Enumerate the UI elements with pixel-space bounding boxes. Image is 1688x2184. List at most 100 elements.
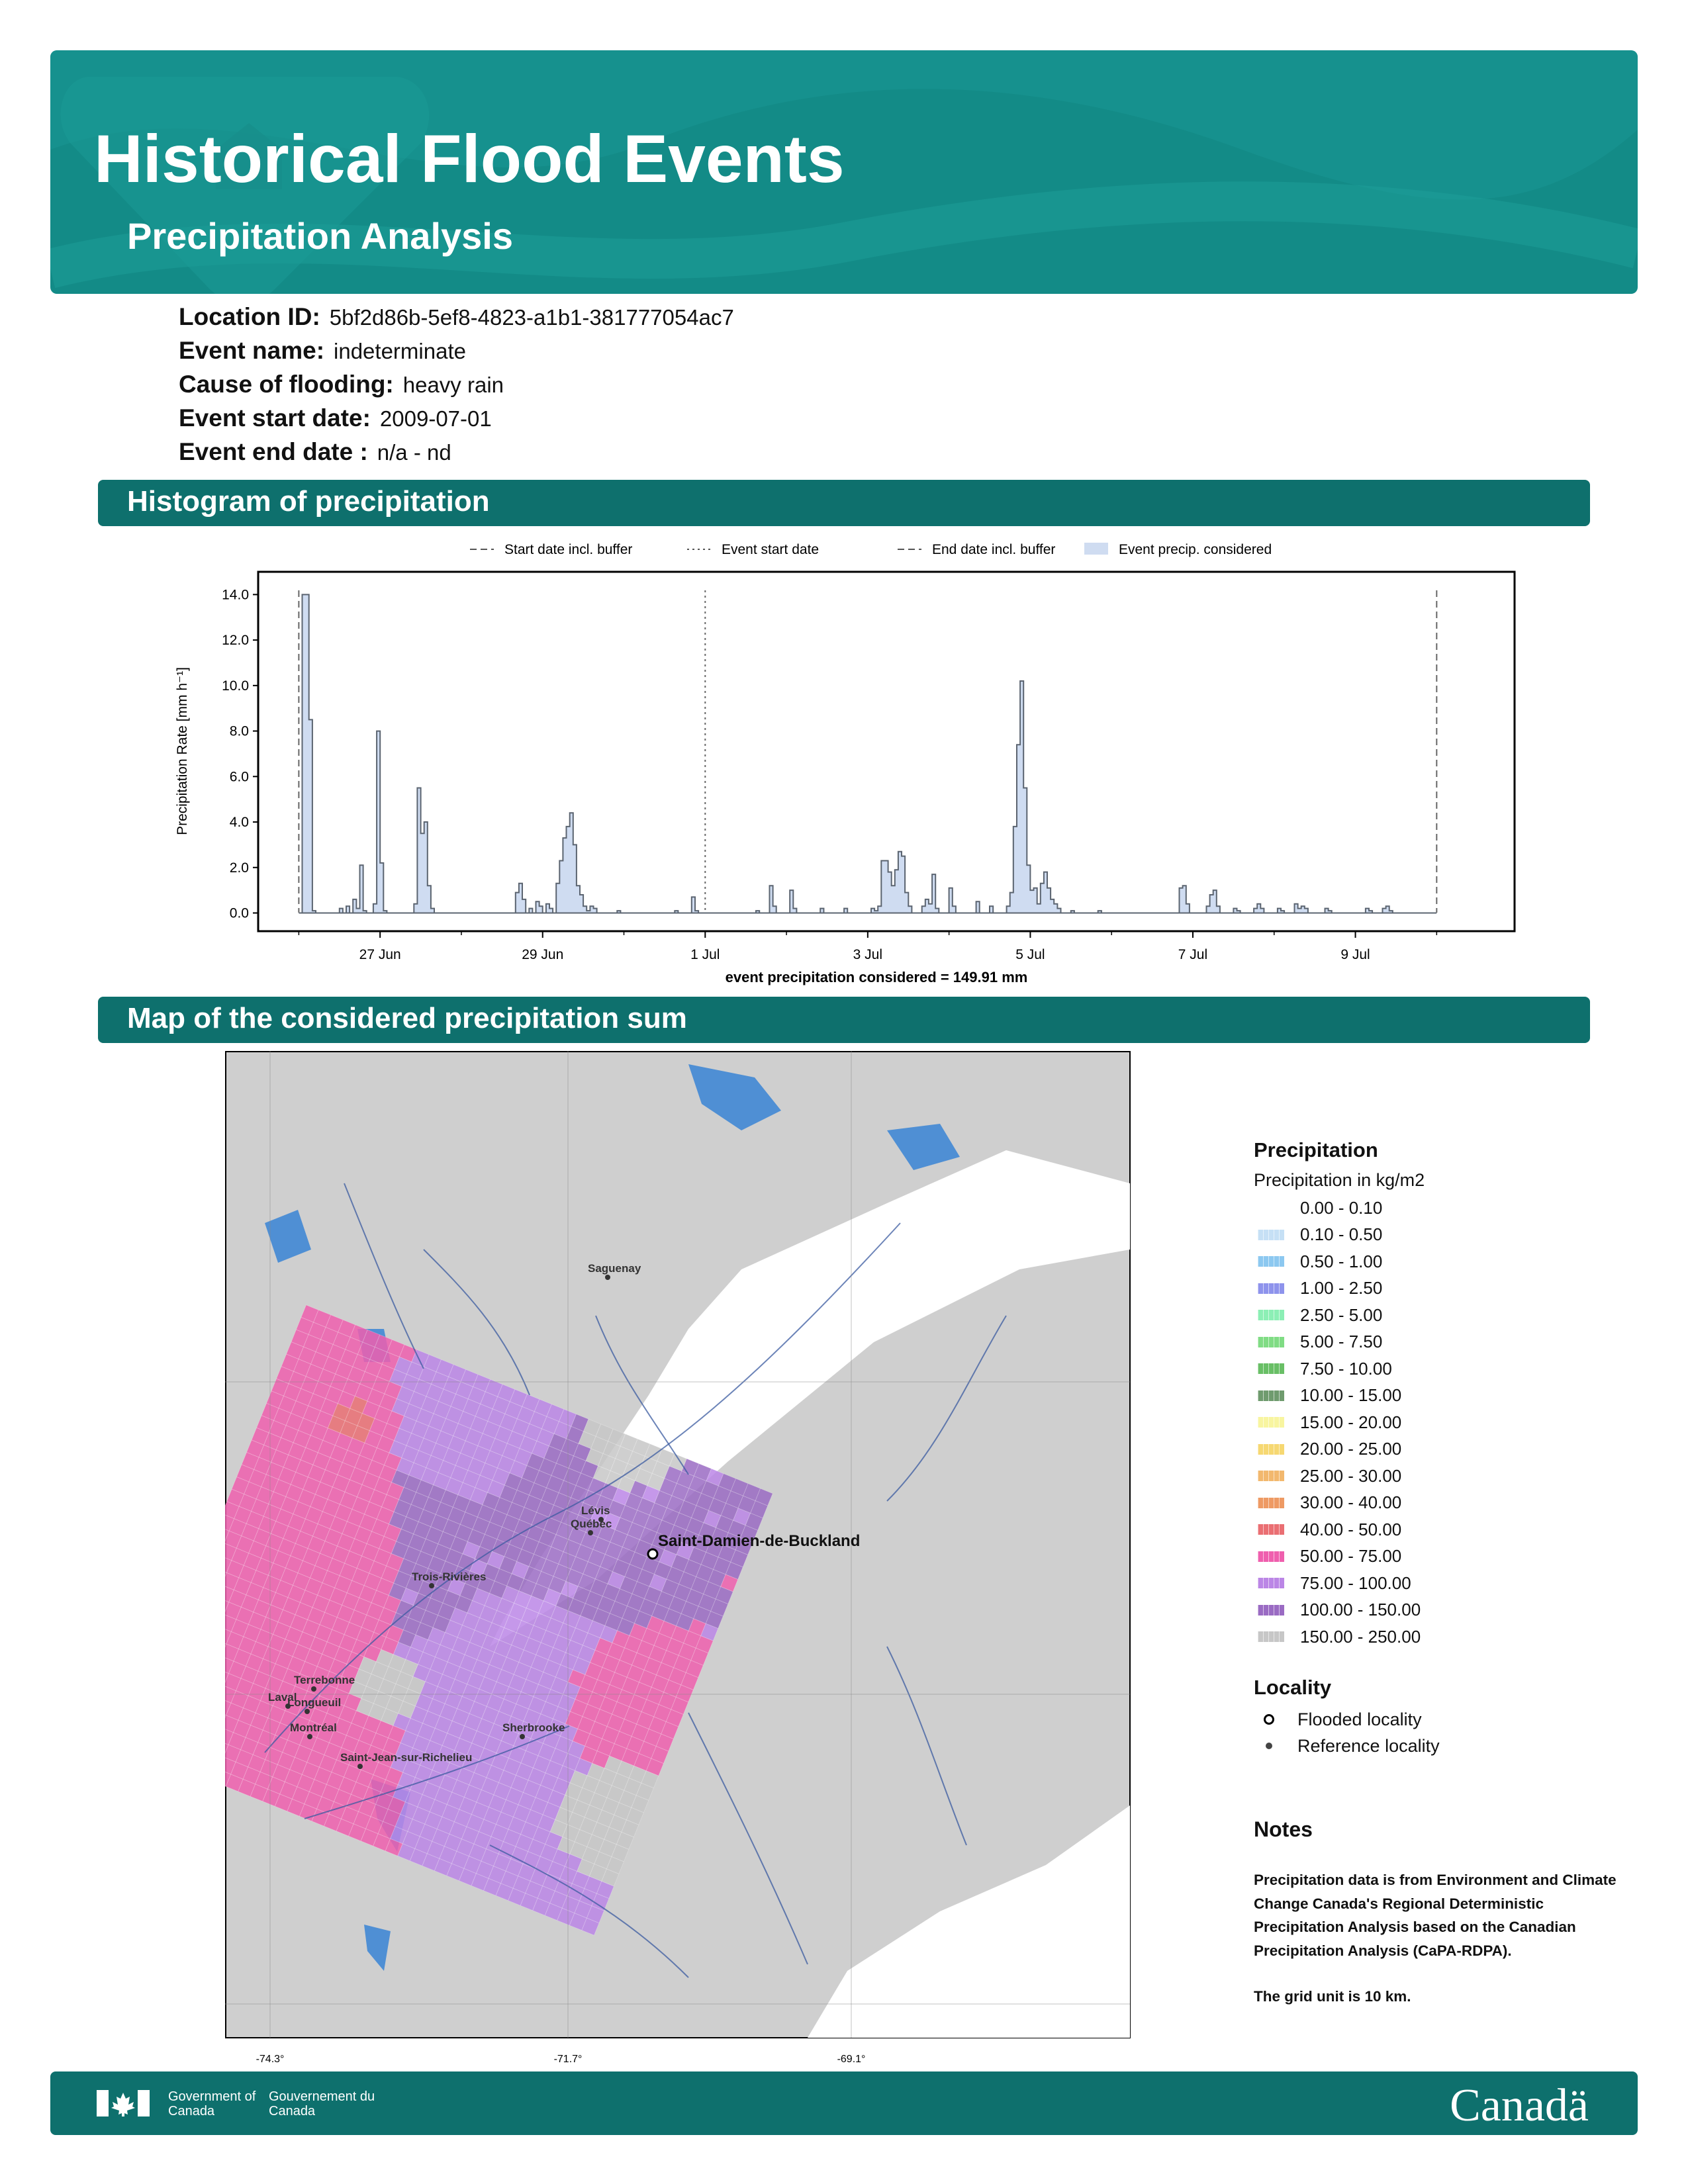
reference-locality-label: Saint-Jean-sur-Richelieu <box>340 1751 472 1764</box>
map-rivers <box>264 1183 1007 1978</box>
histogram-bar <box>383 911 387 913</box>
start-date-label: Event start date: <box>179 404 371 432</box>
reference-locality-label: Reference locality <box>1297 1735 1440 1756</box>
atlantic-ocean <box>808 1805 1130 2038</box>
end-date-value: n/a - nd <box>377 440 451 465</box>
histogram-bar <box>1098 911 1102 913</box>
histogram-bar <box>1027 865 1030 913</box>
banner-decoration <box>50 50 1638 294</box>
legend-class-item: 75.00 - 100.00 <box>1254 1570 1624 1597</box>
histogram-bar <box>573 844 577 913</box>
legend-class-label: 5.00 - 7.50 <box>1300 1332 1383 1352</box>
histogram-bar <box>756 911 759 913</box>
histogram-bar <box>1010 893 1013 913</box>
histogram-bar <box>1030 890 1033 913</box>
page-subtitle: Precipitation Analysis <box>127 215 513 257</box>
histogram-bar <box>577 886 580 913</box>
legend-class-swatch <box>1258 1336 1284 1347</box>
government-of-canada-label: Government of Canada <box>168 2089 256 2118</box>
histogram-bar <box>549 909 553 913</box>
histogram-bar <box>1301 906 1305 913</box>
histogram-bar <box>1325 909 1329 913</box>
precip-histogram-series <box>299 594 1437 914</box>
legend-entry-label: End date incl. buffer <box>932 542 1055 557</box>
legend-class-swatch <box>1258 1417 1284 1428</box>
histogram-bar <box>878 906 881 913</box>
map-section-title: Map of the considered precipitation sum <box>127 1002 687 1034</box>
histogram-bar <box>567 827 570 913</box>
histogram-bar <box>1233 909 1237 913</box>
legend-class-item: 20.00 - 25.00 <box>1254 1436 1624 1463</box>
histogram-bar <box>380 863 383 913</box>
end-date-row: Event end date : n/a - nd <box>179 438 734 472</box>
location-id-row: Location ID: 5bf2d86b-5ef8-4823-a1b1-381… <box>179 303 734 337</box>
locality-title: Locality <box>1254 1676 1332 1699</box>
x-tick-label: 5 Jul <box>1015 947 1045 962</box>
histogram-bar <box>925 899 929 913</box>
flooded-locality-label: Flooded locality <box>1297 1709 1422 1729</box>
histogram-bar <box>546 904 549 913</box>
legend-class-item: 2.50 - 5.00 <box>1254 1302 1624 1329</box>
gouvernement-du-canada-label: Gouvernement du Canada <box>269 2089 375 2118</box>
y-axis-label: Precipitation Rate [mm h⁻¹] <box>175 667 190 835</box>
start-date-value: 2009-07-01 <box>379 406 492 431</box>
reference-locality-label: Laval <box>268 1691 297 1704</box>
histogram-bar <box>346 906 350 913</box>
histogram-bar <box>1007 906 1010 913</box>
histogram-bar <box>306 594 309 913</box>
histogram-bar <box>373 904 377 913</box>
legend-class-label: 0.10 - 0.50 <box>1300 1224 1383 1245</box>
histogram-bar <box>593 909 596 913</box>
histogram-bar <box>1041 884 1044 913</box>
histogram-bar <box>428 886 431 913</box>
histogram-bar <box>874 911 878 913</box>
histogram-bar <box>309 719 312 913</box>
histogram-bar <box>990 906 993 913</box>
start-date-row: Event start date: 2009-07-01 <box>179 404 734 438</box>
precipitation-histogram: Start date incl. buffer Event start date E… <box>175 542 1516 985</box>
histogram-bar <box>1020 681 1023 913</box>
histogram-bar <box>905 893 908 913</box>
notes: Notes Precipitation data is from Environ… <box>1254 1817 1624 2009</box>
legend-class-swatch <box>1258 1631 1284 1643</box>
canada-wordmark: Canadä <box>1450 2080 1589 2131</box>
legend-class-swatch <box>1258 1363 1284 1375</box>
histogram-bar <box>1037 904 1041 913</box>
histogram-bar <box>1023 788 1027 913</box>
x-tick-label: 1 Jul <box>690 947 720 962</box>
histogram-bar <box>1382 909 1385 913</box>
x-tick-label: 3 Jul <box>853 947 882 962</box>
histogram-bar <box>1298 909 1301 913</box>
notes-text-grid: The grid unit is 10 km. <box>1254 1988 1411 2005</box>
histogram-bar <box>871 909 874 913</box>
histogram-bar <box>922 906 925 913</box>
legend-class-label: 7.50 - 10.00 <box>1300 1358 1392 1379</box>
legend-class-label: 2.50 - 5.00 <box>1300 1304 1383 1325</box>
end-date-label: Event end date : <box>179 438 368 465</box>
cause-label: Cause of flooding: <box>179 371 394 398</box>
histogram-bar <box>556 884 559 913</box>
legend-class-label: 0.50 - 1.00 <box>1300 1251 1383 1271</box>
reference-locality-item: Reference locality <box>1254 1733 1440 1759</box>
legend-entry-label: Event start date <box>722 542 819 557</box>
location-id-label: Location ID: <box>179 303 320 330</box>
histogram-bar <box>1389 911 1393 913</box>
house-watermark-icon <box>216 123 282 189</box>
y-tick-label: 14.0 <box>222 587 249 602</box>
y-tick-label: 10.0 <box>222 678 249 694</box>
legend-class-item: 30.00 - 40.00 <box>1254 1490 1624 1517</box>
reference-locality-label: Lévis <box>581 1504 610 1517</box>
histogram-bar <box>953 906 956 913</box>
legend-title: Precipitation <box>1254 1138 1378 1161</box>
event-name-row: Event name: indeterminate <box>179 337 734 371</box>
histogram-bar <box>1186 904 1190 913</box>
legend-class-label: 40.00 - 50.00 <box>1300 1519 1402 1539</box>
y-tick-label: 6.0 <box>230 769 249 784</box>
histogram-bar <box>1257 904 1260 913</box>
legend-class-label: 30.00 - 40.00 <box>1300 1492 1402 1513</box>
legend-class-item: 10.00 - 15.00 <box>1254 1383 1624 1410</box>
histogram-bar <box>1183 886 1186 913</box>
map-ticks: -74.3°-71.7°-69.1°+47.7°+45.7°+43.7° <box>256 2054 866 2065</box>
histogram-bar <box>563 838 566 913</box>
